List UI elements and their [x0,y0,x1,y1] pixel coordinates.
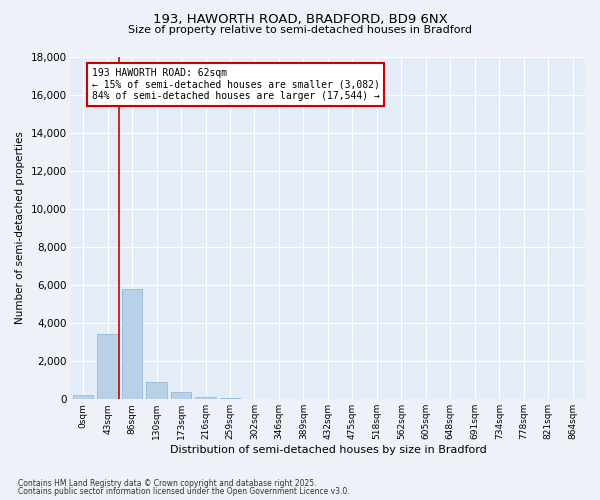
Y-axis label: Number of semi-detached properties: Number of semi-detached properties [15,132,25,324]
X-axis label: Distribution of semi-detached houses by size in Bradford: Distribution of semi-detached houses by … [170,445,486,455]
Bar [170,392,191,399]
Bar [220,398,241,399]
Text: Size of property relative to semi-detached houses in Bradford: Size of property relative to semi-detach… [128,25,472,35]
Text: 193 HAWORTH ROAD: 62sqm
← 15% of semi-detached houses are smaller (3,082)
84% of: 193 HAWORTH ROAD: 62sqm ← 15% of semi-de… [92,68,380,101]
Bar [97,334,118,399]
Bar [146,382,167,399]
Bar [73,395,94,399]
Text: 193, HAWORTH ROAD, BRADFORD, BD9 6NX: 193, HAWORTH ROAD, BRADFORD, BD9 6NX [152,12,448,26]
Text: Contains HM Land Registry data © Crown copyright and database right 2025.: Contains HM Land Registry data © Crown c… [18,478,317,488]
Bar [122,288,142,399]
Bar [195,396,216,399]
Text: Contains public sector information licensed under the Open Government Licence v3: Contains public sector information licen… [18,487,350,496]
